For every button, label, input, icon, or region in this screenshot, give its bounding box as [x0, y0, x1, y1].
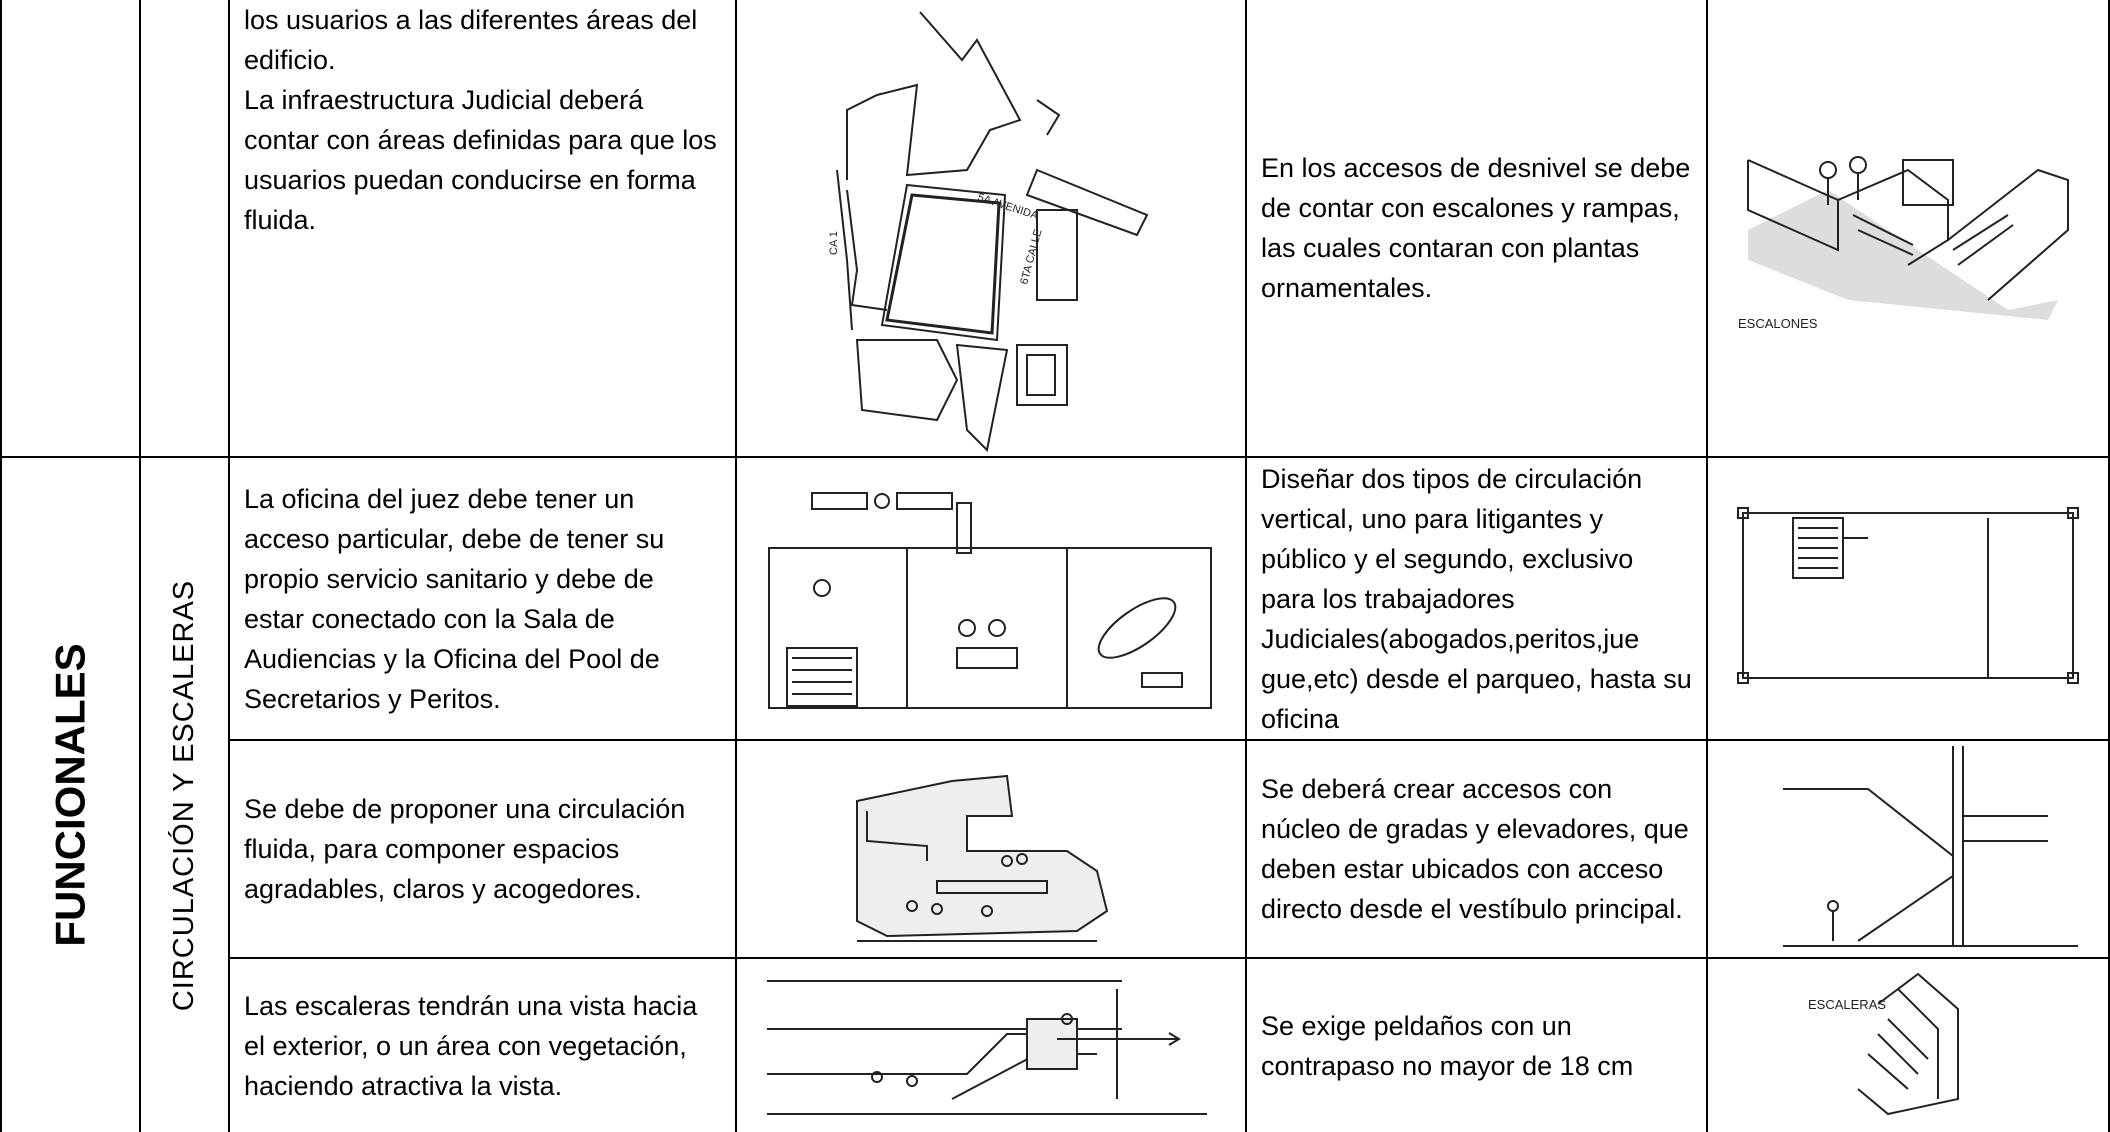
- group-label: FUNCIONALES: [46, 643, 94, 947]
- image-cell: [1708, 741, 2110, 959]
- empty-cell: [141, 0, 230, 458]
- stair-plan-sketch: [1737, 507, 2079, 684]
- criterion-text: Se debe de proponer una circulación flui…: [244, 794, 686, 904]
- drawing-label: ESCALONES: [1738, 316, 1818, 331]
- office-plan-sketch: [768, 492, 1212, 709]
- image-cell: [1708, 458, 2110, 741]
- criterion-text: La oficina del juez debe tener un acceso…: [244, 483, 665, 714]
- drawing-label: ESCALERAS: [1808, 997, 1886, 1012]
- criterion-cell: La oficina del juez debe tener un acceso…: [230, 458, 737, 741]
- criterion-text: La infraestructura Judicial deberá conta…: [244, 85, 717, 235]
- street-label: CA 1: [828, 231, 840, 255]
- stair-iso-sketch: ESCALERAS: [1808, 972, 1959, 1116]
- site-plan-sketch: 5A AVENIDA CA 1 6TA CALLE: [828, 11, 1149, 453]
- street-label: 6TA CALLE: [1018, 228, 1044, 286]
- circulation-sketch: [856, 774, 1109, 942]
- recommendation-cell: Diseñar dos tipos de circulación vertica…: [1247, 458, 1708, 741]
- criterion-text: Las escaleras tendrán una vista hacia el…: [244, 990, 698, 1101]
- image-cell: [737, 458, 1247, 741]
- subgroup-cell: CIRCULACIÓN Y ESCALERAS: [141, 458, 230, 1132]
- view-sketch: [767, 980, 1207, 1115]
- empty-cell: [0, 0, 141, 458]
- image-cell: [737, 959, 1247, 1132]
- group-cell: FUNCIONALES: [0, 458, 141, 1132]
- subgroup-label: CIRCULACIÓN Y ESCALERAS: [168, 579, 200, 1011]
- image-cell: [737, 741, 1247, 959]
- steps-sketch: ESCALONES: [1738, 156, 2069, 331]
- criterion-cell: Se debe de proponer una circulación flui…: [230, 741, 737, 959]
- recommendation-text: Se exige peldaños con un contrapaso no m…: [1261, 1010, 1634, 1081]
- recommendation-cell: Se deberá crear accesos con núcleo de gr…: [1247, 741, 1708, 959]
- stair-section-sketch: [1783, 746, 2078, 947]
- image-cell: ESCALONES: [1708, 0, 2110, 458]
- image-cell: 5A AVENIDA CA 1 6TA CALLE: [737, 0, 1247, 458]
- criterion-cell: los usuarios a las diferentes áreas del …: [230, 0, 737, 458]
- recommendation-text: Diseñar dos tipos de circulación vertica…: [1261, 463, 1692, 734]
- image-cell: ESCALERAS: [1708, 959, 2110, 1132]
- recommendation-text: Se deberá crear accesos con núcleo de gr…: [1261, 774, 1689, 924]
- recommendation-cell: En los accesos de desnivel se debe de co…: [1247, 0, 1708, 458]
- recommendation-text: En los accesos de desnivel se debe de co…: [1261, 153, 1691, 303]
- criterion-cell: Las escaleras tendrán una vista hacia el…: [230, 959, 737, 1132]
- recommendation-cell: Se exige peldaños con un contrapaso no m…: [1247, 959, 1708, 1132]
- criterion-text: los usuarios a las diferentes áreas del …: [244, 5, 698, 75]
